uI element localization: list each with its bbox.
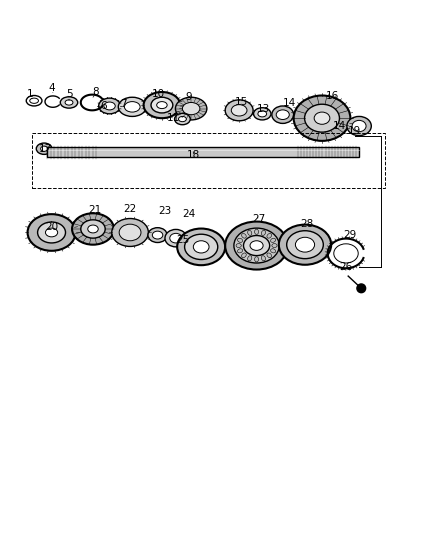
- Text: 26: 26: [339, 262, 352, 271]
- Ellipse shape: [271, 244, 276, 247]
- Ellipse shape: [99, 98, 120, 114]
- Ellipse shape: [152, 231, 162, 239]
- Ellipse shape: [314, 112, 329, 124]
- Text: 8: 8: [92, 87, 98, 97]
- Ellipse shape: [286, 231, 322, 259]
- Text: 18: 18: [186, 150, 199, 160]
- Text: 28: 28: [300, 219, 313, 229]
- Text: 22: 22: [123, 204, 136, 214]
- Ellipse shape: [193, 241, 208, 253]
- Ellipse shape: [254, 257, 258, 262]
- Ellipse shape: [237, 238, 242, 243]
- Bar: [47, 148, 358, 157]
- Ellipse shape: [250, 241, 262, 251]
- Ellipse shape: [104, 102, 115, 110]
- Ellipse shape: [253, 108, 270, 120]
- Ellipse shape: [60, 97, 78, 108]
- Text: 17: 17: [38, 144, 52, 154]
- Ellipse shape: [276, 110, 289, 119]
- Text: 1: 1: [26, 89, 33, 99]
- Text: 9: 9: [185, 92, 192, 102]
- Ellipse shape: [247, 256, 251, 261]
- Text: 7: 7: [120, 99, 127, 109]
- Ellipse shape: [118, 97, 146, 116]
- Ellipse shape: [241, 253, 246, 257]
- Ellipse shape: [304, 104, 339, 132]
- Ellipse shape: [65, 100, 73, 105]
- Ellipse shape: [278, 224, 330, 265]
- Ellipse shape: [266, 253, 271, 257]
- Text: 16: 16: [325, 91, 339, 101]
- Text: 14: 14: [282, 98, 295, 108]
- Text: 4: 4: [48, 83, 55, 93]
- Ellipse shape: [254, 229, 258, 235]
- Ellipse shape: [271, 106, 293, 124]
- Ellipse shape: [72, 213, 114, 245]
- Bar: [32, 133, 385, 188]
- Ellipse shape: [182, 102, 199, 115]
- Text: 29: 29: [343, 230, 356, 240]
- Ellipse shape: [243, 236, 269, 256]
- Ellipse shape: [241, 233, 246, 238]
- Ellipse shape: [36, 143, 52, 155]
- Text: 21: 21: [88, 205, 102, 215]
- Ellipse shape: [112, 219, 148, 246]
- Text: 14: 14: [332, 121, 345, 131]
- Ellipse shape: [293, 95, 350, 141]
- Text: 25: 25: [175, 236, 189, 245]
- Ellipse shape: [346, 116, 371, 135]
- Ellipse shape: [351, 120, 365, 132]
- Ellipse shape: [270, 249, 275, 253]
- Ellipse shape: [151, 97, 173, 113]
- Text: 24: 24: [182, 209, 195, 219]
- Text: 19: 19: [347, 126, 360, 136]
- Ellipse shape: [295, 237, 314, 252]
- Ellipse shape: [88, 225, 98, 233]
- Ellipse shape: [233, 228, 279, 263]
- Ellipse shape: [119, 224, 141, 241]
- Text: 10: 10: [152, 89, 165, 99]
- Text: 11: 11: [167, 113, 180, 123]
- Text: 15: 15: [234, 96, 247, 107]
- Ellipse shape: [261, 256, 265, 261]
- Ellipse shape: [81, 220, 105, 238]
- Text: 6: 6: [100, 101, 107, 111]
- Ellipse shape: [143, 92, 180, 118]
- Circle shape: [356, 284, 365, 293]
- Ellipse shape: [237, 249, 242, 253]
- Ellipse shape: [28, 214, 75, 251]
- Ellipse shape: [124, 102, 140, 112]
- Ellipse shape: [46, 228, 57, 237]
- Ellipse shape: [156, 102, 167, 109]
- Ellipse shape: [170, 233, 182, 243]
- Ellipse shape: [225, 222, 287, 270]
- Ellipse shape: [177, 229, 225, 265]
- Ellipse shape: [175, 97, 206, 120]
- Text: 13: 13: [256, 103, 269, 114]
- Text: 27: 27: [251, 214, 265, 224]
- Ellipse shape: [41, 146, 47, 151]
- Ellipse shape: [236, 244, 241, 247]
- Ellipse shape: [261, 230, 265, 236]
- Ellipse shape: [247, 230, 251, 236]
- Ellipse shape: [178, 116, 186, 122]
- Ellipse shape: [148, 228, 167, 243]
- Ellipse shape: [231, 104, 247, 116]
- Ellipse shape: [38, 222, 65, 243]
- Text: 5: 5: [66, 89, 72, 99]
- Ellipse shape: [266, 233, 271, 238]
- Text: 23: 23: [158, 206, 171, 216]
- Ellipse shape: [270, 238, 275, 243]
- Ellipse shape: [257, 111, 266, 117]
- Text: 20: 20: [45, 222, 58, 232]
- Ellipse shape: [174, 114, 190, 125]
- Ellipse shape: [184, 234, 217, 260]
- Ellipse shape: [165, 229, 186, 247]
- Ellipse shape: [225, 100, 253, 121]
